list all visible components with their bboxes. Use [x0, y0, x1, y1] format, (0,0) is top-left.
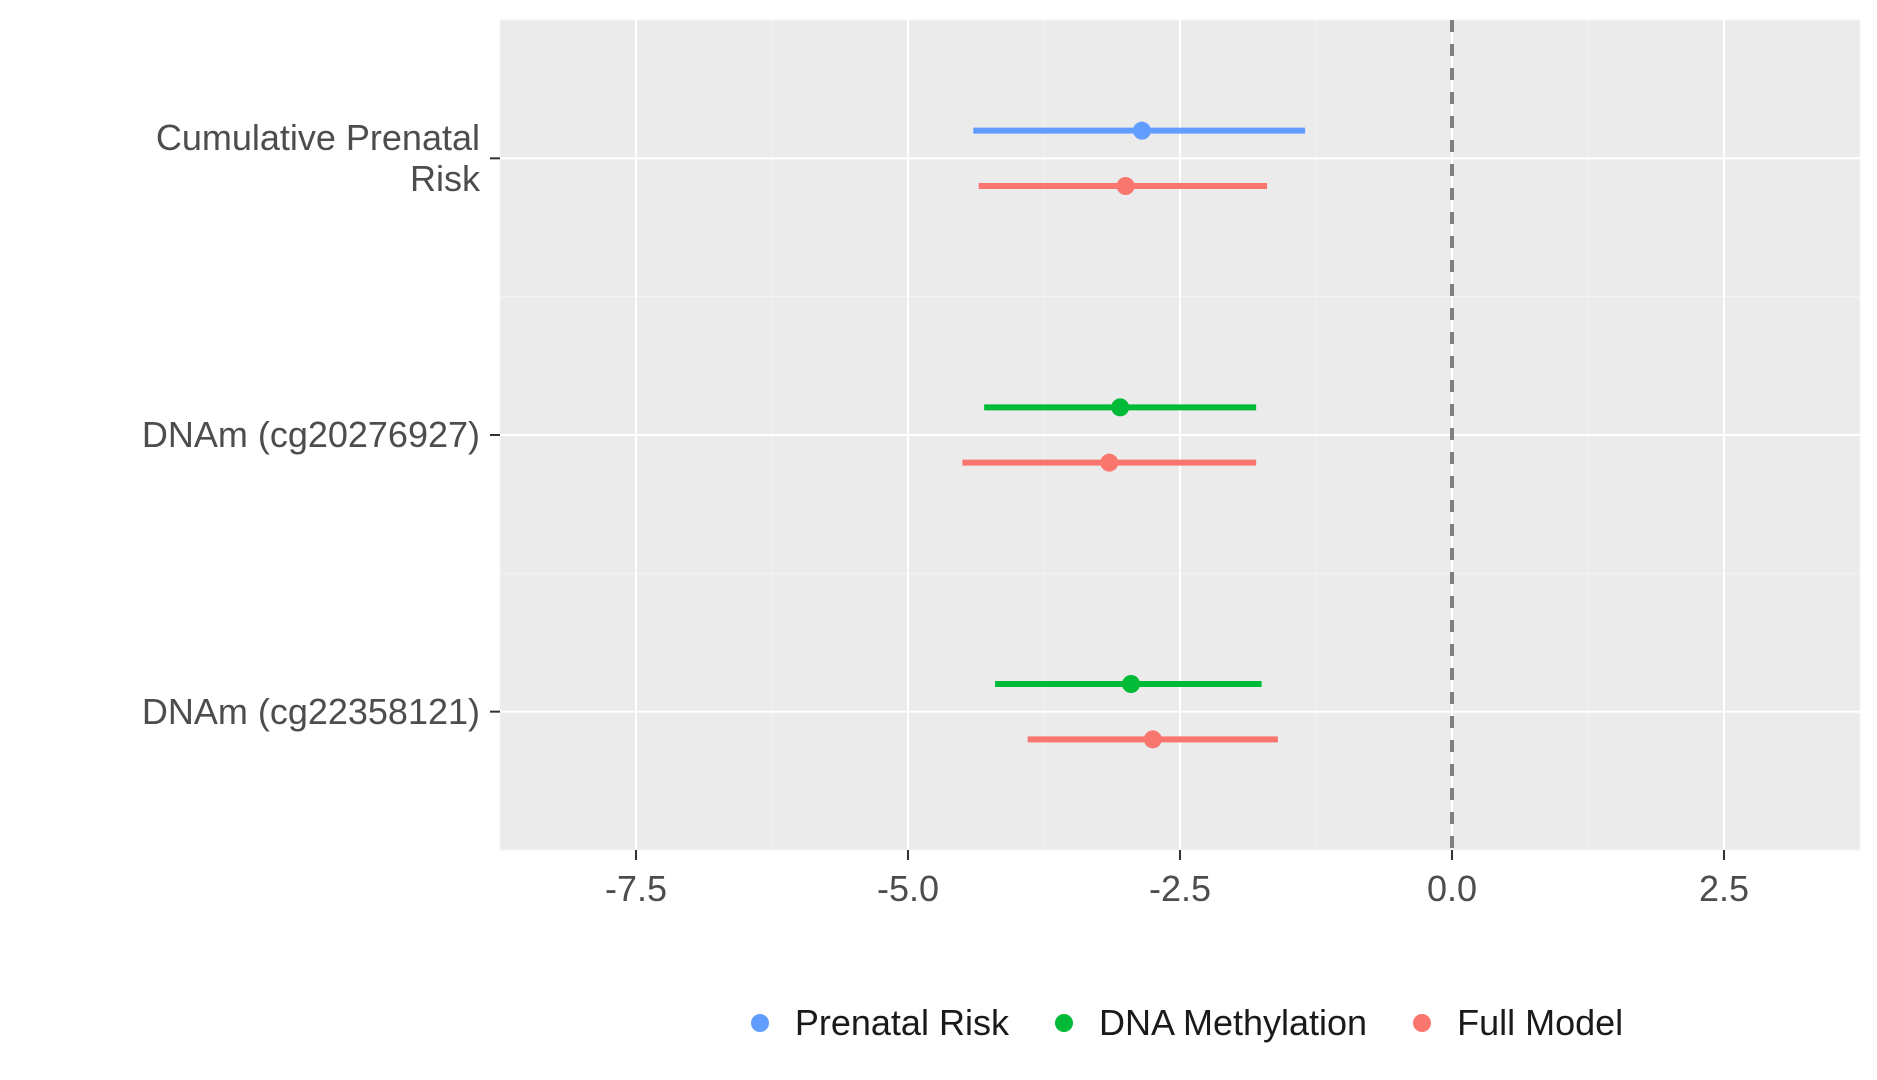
y-category-label: Cumulative PrenatalRisk — [10, 117, 480, 200]
legend-item-dnam: DNA Methylation — [1041, 1000, 1367, 1046]
x-tick-label: -5.0 — [848, 868, 968, 910]
legend-swatch — [1041, 1000, 1087, 1046]
x-tick-label: 0.0 — [1392, 868, 1512, 910]
y-category-label: DNAm (cg20276927) — [10, 414, 480, 455]
y-category-label-line: DNAm (cg22358121) — [10, 691, 480, 732]
y-category-label-line: Cumulative Prenatal — [10, 117, 480, 158]
legend-item-full: Full Model — [1399, 1000, 1623, 1046]
x-tick-label: -7.5 — [576, 868, 696, 910]
x-tick-label: -2.5 — [1120, 868, 1240, 910]
legend-dot-icon — [751, 1014, 769, 1032]
legend-label: Full Model — [1457, 1002, 1623, 1044]
legend-swatch — [737, 1000, 783, 1046]
legend: Prenatal Risk DNA Methylation Full Model — [242, 1000, 1877, 1046]
legend-dot-icon — [1055, 1014, 1073, 1032]
y-category-label: DNAm (cg22358121) — [10, 691, 480, 732]
legend-item-prenatal: Prenatal Risk — [737, 1000, 1009, 1046]
forest-plot-container: Cumulative PrenatalRisk DNAm (cg20276927)… — [0, 0, 1877, 1080]
legend-label: DNA Methylation — [1099, 1002, 1367, 1044]
y-category-label-line: Risk — [10, 158, 480, 199]
y-category-label-line: DNAm (cg20276927) — [10, 414, 480, 455]
legend-label: Prenatal Risk — [795, 1002, 1009, 1044]
legend-dot-icon — [1413, 1014, 1431, 1032]
x-tick-label: 2.5 — [1664, 868, 1784, 910]
legend-swatch — [1399, 1000, 1445, 1046]
